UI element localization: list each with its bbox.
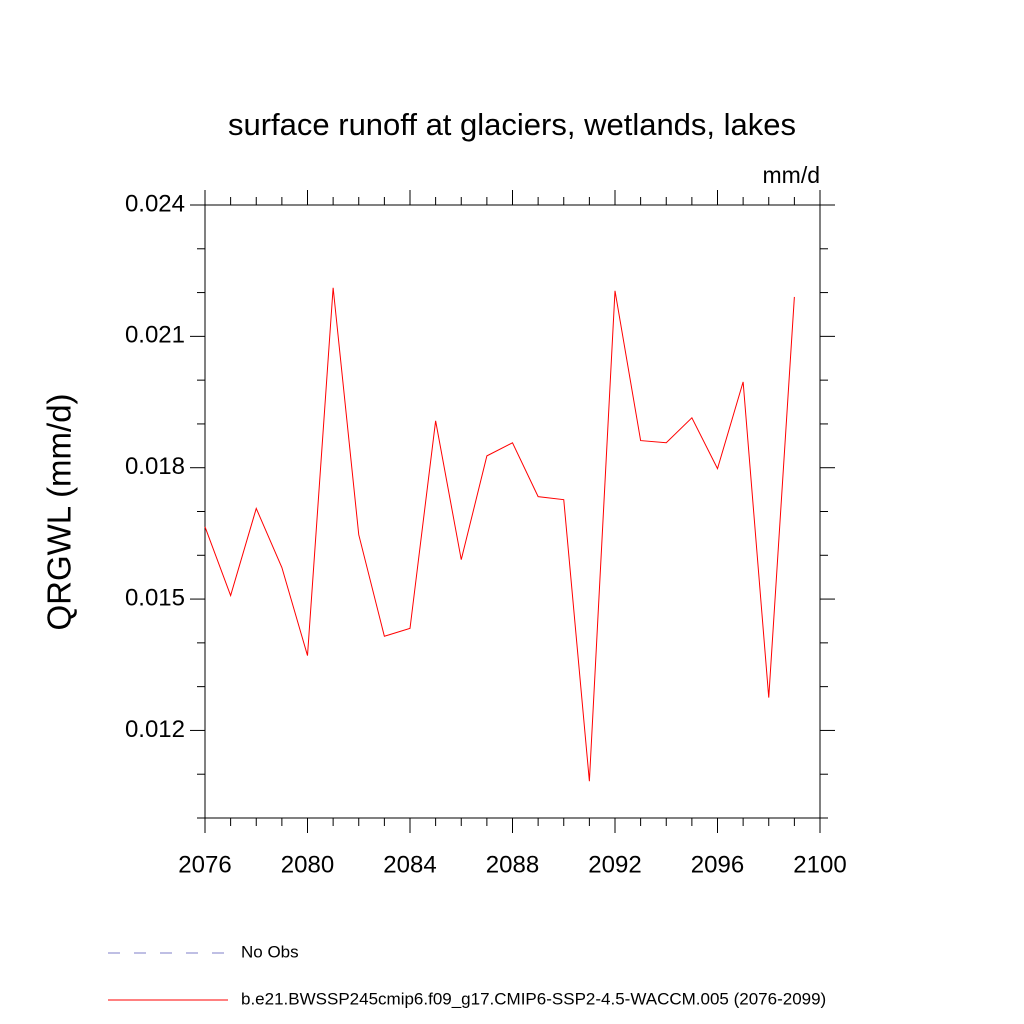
units-label: mm/d bbox=[763, 162, 821, 188]
chart-title: surface runoff at glaciers, wetlands, la… bbox=[228, 107, 796, 142]
x-tick-label: 2100 bbox=[793, 851, 846, 878]
y-tick-label: 0.021 bbox=[125, 322, 185, 349]
y-tick-label: 0.018 bbox=[125, 453, 185, 480]
x-tick-label: 2076 bbox=[178, 851, 231, 878]
x-tick-label: 2084 bbox=[383, 851, 436, 878]
plot-frame bbox=[204, 204, 821, 819]
legend-label: No Obs bbox=[241, 942, 299, 961]
y-axis-label: QRGWL (mm/d) bbox=[41, 393, 78, 630]
series-line bbox=[204, 287, 795, 782]
y-tick-label: 0.015 bbox=[125, 584, 185, 611]
x-tick-label: 2080 bbox=[281, 851, 334, 878]
x-tick-label: 2092 bbox=[588, 851, 641, 878]
x-tick-label: 2096 bbox=[691, 851, 744, 878]
y-tick-label: 0.024 bbox=[125, 190, 185, 217]
y-tick-label: 0.012 bbox=[125, 716, 185, 743]
legend-label: b.e21.BWSSP245cmip6.f09_g17.CMIP6-SSP2-4… bbox=[241, 989, 826, 1008]
x-tick-label: 2088 bbox=[486, 851, 539, 878]
